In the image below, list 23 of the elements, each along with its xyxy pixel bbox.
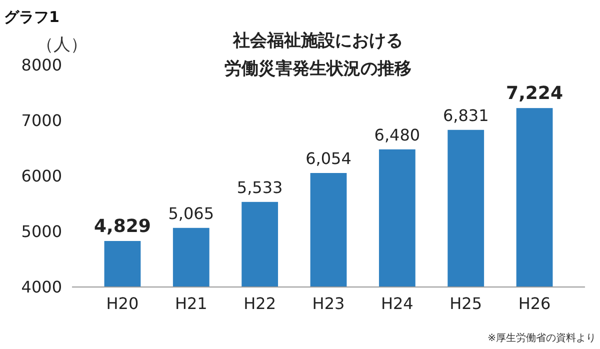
y-tick-label: 7000	[21, 111, 62, 130]
data-label: 6,054	[306, 149, 352, 168]
x-tick-label: H20	[106, 294, 139, 313]
x-tick-label: H23	[312, 294, 345, 313]
x-tick-label: H22	[244, 294, 276, 313]
data-label: 6,831	[442, 106, 489, 125]
data-label: 5,065	[168, 204, 214, 223]
chart-title: 社会福祉施設における労働災害発生状況の推移	[224, 31, 412, 79]
x-tick-label: H21	[174, 294, 208, 313]
data-label: 5,533	[236, 178, 283, 197]
y-tick-label: 8000	[21, 56, 62, 75]
x-tick-label: H24	[380, 294, 414, 313]
data-label: 7,224	[506, 83, 563, 104]
y-tick-label: 4000	[21, 278, 62, 297]
data-label: 4,829	[94, 216, 151, 237]
x-tick-label: H25	[450, 294, 482, 313]
text: グラフ1	[4, 8, 60, 26]
y-tick-label: 6000	[21, 166, 62, 186]
x-tick-label: H26	[518, 294, 551, 313]
y-axis-title: （人）	[36, 35, 88, 55]
text: ※厚生労働省の資料より	[488, 332, 596, 344]
data-label: 6,480	[374, 125, 420, 144]
y-tick-label: 5000	[21, 222, 62, 242]
